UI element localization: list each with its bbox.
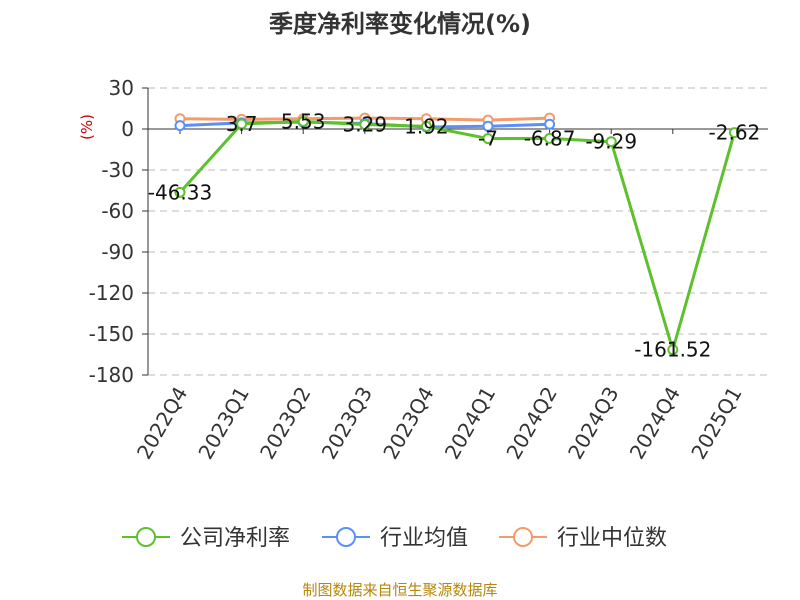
y-tick-label: -120 — [89, 281, 134, 305]
x-tick-label: 2024Q1 — [440, 383, 500, 464]
data-point[interactable] — [482, 133, 494, 145]
x-tick-label: 2025Q1 — [686, 383, 746, 464]
legend-label: 行业均值 — [380, 526, 468, 551]
y-tick-labels: 30 0 -30 -60 -90 -120 -150 -180 — [89, 76, 134, 387]
data-point[interactable] — [544, 132, 556, 144]
data-point[interactable] — [544, 118, 556, 130]
data-point[interactable] — [359, 119, 371, 131]
x-tick-label: 2023Q3 — [317, 383, 377, 464]
data-label: -6.87 — [524, 126, 576, 150]
data-point[interactable] — [482, 120, 494, 132]
y-tick-label: -90 — [101, 240, 134, 264]
data-labels: -46.33 3.7 5.53 3.29 1.92 -7 -6.87 -9.29 -161.52… — [148, 109, 761, 361]
grid-lines — [148, 87, 768, 376]
legend-label: 行业中位数 — [557, 526, 667, 551]
x-tick-label: 2023Q2 — [255, 383, 315, 464]
data-label: -46.33 — [148, 180, 212, 204]
series-lines — [174, 112, 740, 356]
series-line — [178, 119, 736, 352]
x-tick-label: 2024Q3 — [563, 383, 623, 464]
x-tick-label: 2023Q4 — [378, 383, 438, 464]
data-label: -9.29 — [585, 130, 637, 154]
legend[interactable]: 公司净利率 行业均值 行业中位数 — [122, 526, 667, 551]
legend-marker — [136, 527, 156, 547]
data-label: -7 — [478, 127, 498, 151]
x-tick-label: 2024Q2 — [501, 383, 561, 464]
x-tick-label: 2022Q4 — [132, 383, 192, 464]
data-label: -161.52 — [634, 338, 711, 362]
y-tick-label: 30 — [109, 76, 134, 100]
legend-item[interactable]: 行业均值 — [322, 526, 468, 551]
y-tick-label: -150 — [89, 322, 134, 346]
legend-item[interactable]: 公司净利率 — [122, 526, 290, 551]
data-point[interactable] — [174, 186, 186, 198]
y-tick-label: -180 — [89, 363, 134, 387]
data-point[interactable] — [420, 120, 432, 132]
x-tick-label: 2024Q4 — [625, 383, 685, 464]
data-point[interactable] — [728, 127, 740, 139]
data-point[interactable] — [667, 344, 679, 356]
data-point[interactable] — [297, 115, 309, 127]
data-point[interactable] — [236, 118, 248, 130]
legend-marker — [336, 527, 356, 547]
data-label: 5.53 — [281, 109, 326, 133]
chart-title: 季度净利率变化情况(%) — [269, 10, 531, 38]
y-tick-label: 0 — [121, 117, 134, 141]
legend-label: 公司净利率 — [180, 526, 290, 551]
data-label: 3.7 — [226, 112, 258, 136]
legend-marker — [513, 527, 533, 547]
source-note: 制图数据来自恒生聚源数据库 — [302, 581, 497, 599]
y-tick-label: -60 — [101, 199, 134, 223]
data-label: -2.62 — [709, 121, 761, 145]
data-label: 3.29 — [343, 113, 388, 137]
y-axis-label: (%) — [78, 114, 96, 140]
data-point[interactable] — [605, 136, 617, 148]
x-tick-label: 2023Q1 — [193, 383, 253, 464]
data-label: 1.92 — [404, 114, 449, 138]
x-tick-labels: 2022Q4 2023Q1 2023Q2 2023Q3 2023Q4 2024Q1 2024… — [132, 383, 747, 464]
y-tick-label: -30 — [101, 158, 134, 182]
data-point[interactable] — [174, 120, 186, 132]
legend-item[interactable]: 行业中位数 — [499, 526, 667, 551]
